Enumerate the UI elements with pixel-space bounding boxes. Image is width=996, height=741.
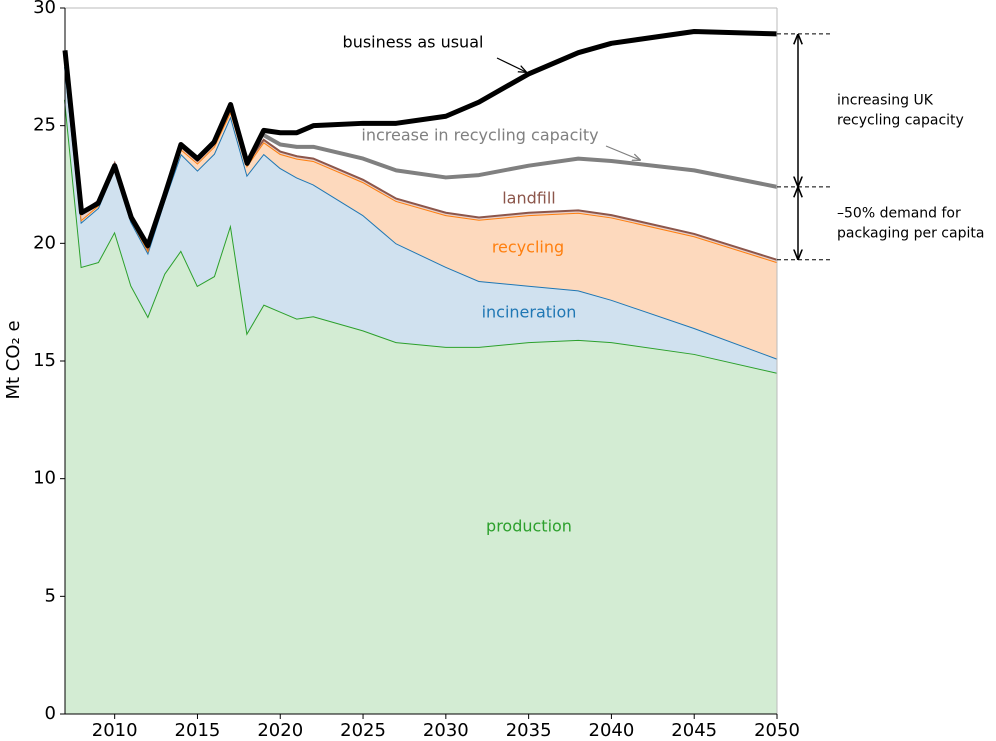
x-tick-label: 2035 — [506, 720, 552, 741]
y-axis-label: Mt CO₂ e — [3, 320, 24, 399]
pointer — [605, 145, 640, 160]
series-label: production — [486, 517, 572, 536]
y-tick-label: 0 — [45, 703, 56, 724]
x-tick-label: 2010 — [92, 720, 138, 741]
y-tick-label: 5 — [45, 585, 56, 606]
x-tick-label: 2020 — [257, 720, 303, 741]
area-fill — [65, 99, 777, 714]
series-label: business as usual — [343, 33, 484, 52]
area-fill — [65, 66, 777, 373]
x-tick-label: 2025 — [340, 720, 386, 741]
x-tick-label: 2015 — [175, 720, 221, 741]
line — [262, 133, 778, 189]
annotation: increasing UK — [837, 92, 934, 108]
annotation: recycling capacity — [837, 112, 964, 128]
series-label: landfill — [502, 189, 556, 208]
x-tick-label: 2040 — [589, 720, 635, 741]
y-tick-label: 25 — [33, 115, 56, 136]
annotation: packaging per capita — [837, 225, 984, 241]
area-fill — [65, 62, 777, 359]
series-label: increase in recycling capacity — [361, 126, 598, 145]
y-tick-label: 15 — [33, 350, 56, 371]
annotation: –50% demand for — [837, 205, 961, 221]
x-tick-label: 2030 — [423, 720, 469, 741]
x-tick-label: 2050 — [754, 720, 800, 741]
line — [62, 29, 778, 249]
pointer — [496, 57, 526, 72]
series-label: incineration — [482, 303, 577, 322]
y-tick-label: 20 — [33, 232, 56, 253]
series-label: recycling — [492, 238, 564, 257]
x-tick-label: 2045 — [671, 720, 717, 741]
y-tick-label: 10 — [33, 468, 56, 489]
y-tick-label: 30 — [33, 0, 56, 18]
